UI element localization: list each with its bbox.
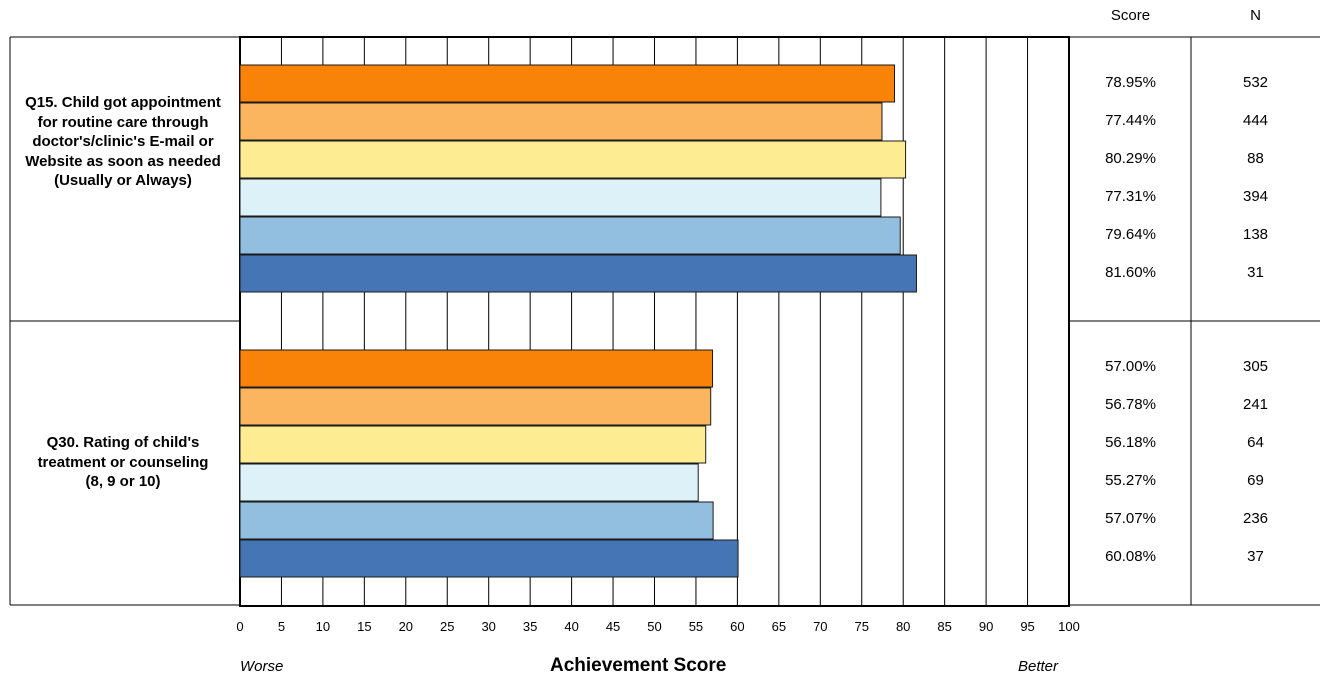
x-tick-label: 100 xyxy=(1058,619,1080,634)
score-column-header: Score xyxy=(1110,7,1151,24)
x-tick-label: 80 xyxy=(895,619,911,634)
score-cell: 56.78% xyxy=(1105,396,1156,413)
score-cell: 77.31% xyxy=(1105,188,1156,205)
score-cell: 77.44% xyxy=(1105,112,1156,129)
n-cell: 138 xyxy=(1242,226,1269,243)
score-cell: 81.60% xyxy=(1105,264,1156,281)
x-tick-label: 85 xyxy=(937,619,952,634)
bar-1-0 xyxy=(239,349,714,388)
bar-1-3 xyxy=(239,463,699,502)
x-tick-label: 55 xyxy=(688,619,704,634)
bar-0-3 xyxy=(239,178,882,217)
bar-0-1 xyxy=(239,102,883,141)
x-tick-label: 35 xyxy=(522,619,538,634)
score-cell: 78.95% xyxy=(1105,74,1156,91)
score-cell: 55.27% xyxy=(1105,472,1156,489)
bar-0-5 xyxy=(239,254,917,293)
n-cell: 241 xyxy=(1242,396,1269,413)
bar-1-1 xyxy=(239,387,712,426)
n-cell: 69 xyxy=(1247,472,1264,489)
x-tick-label: 25 xyxy=(440,619,455,634)
bar-1-2 xyxy=(239,425,707,464)
x-tick-label: 60 xyxy=(730,619,745,634)
x-tick-label: 30 xyxy=(481,619,496,634)
x-tick-label: 5 xyxy=(277,619,286,634)
n-cell: 88 xyxy=(1247,150,1264,167)
bar-0-0 xyxy=(239,64,895,103)
score-cell: 57.00% xyxy=(1105,358,1156,375)
n-column-header: N xyxy=(1250,7,1261,24)
x-axis-title: Achievement Score xyxy=(550,655,727,676)
x-tick-label: 0 xyxy=(236,619,244,634)
x-tick-label: 75 xyxy=(854,619,869,634)
score-cell: 80.29% xyxy=(1105,150,1156,167)
n-cell: 31 xyxy=(1247,264,1264,281)
x-tick-label: 90 xyxy=(978,619,994,634)
x-tick-label: 40 xyxy=(564,619,579,634)
x-tick-label: 50 xyxy=(647,619,662,634)
n-cell: 394 xyxy=(1242,188,1269,205)
question-label-q30: Q30. Rating of child's treatment or coun… xyxy=(37,434,209,490)
score-cell: 56.18% xyxy=(1105,434,1156,451)
score-cell: 79.64% xyxy=(1105,226,1156,243)
question-label-q15: Q15. Child got appointment for routine c… xyxy=(25,94,221,189)
n-cell: 236 xyxy=(1242,510,1269,527)
x-tick-label: 45 xyxy=(605,619,621,634)
x-tick-label: 65 xyxy=(771,619,787,634)
bar-1-4 xyxy=(239,501,714,540)
bar-layer xyxy=(239,64,917,578)
better-label: Better xyxy=(1018,658,1059,675)
x-tick-label: 15 xyxy=(357,619,372,634)
bar-0-4 xyxy=(239,216,901,255)
n-cell: 64 xyxy=(1247,434,1264,451)
x-tick-label: 20 xyxy=(398,619,414,634)
table-layer xyxy=(9,36,1320,606)
score-cell: 60.08% xyxy=(1105,548,1156,565)
score-cell: 57.07% xyxy=(1105,510,1156,527)
x-tick-label: 95 xyxy=(1020,619,1035,634)
worse-label: Worse xyxy=(240,658,284,675)
n-cell: 444 xyxy=(1242,112,1269,129)
bar-0-2 xyxy=(239,140,907,179)
n-cell: 532 xyxy=(1242,74,1269,91)
n-cell: 305 xyxy=(1242,358,1269,375)
x-tick-label: 70 xyxy=(813,619,828,634)
n-cell: 37 xyxy=(1247,548,1264,565)
x-tick-label: 10 xyxy=(315,619,331,634)
bar-1-5 xyxy=(239,539,739,578)
